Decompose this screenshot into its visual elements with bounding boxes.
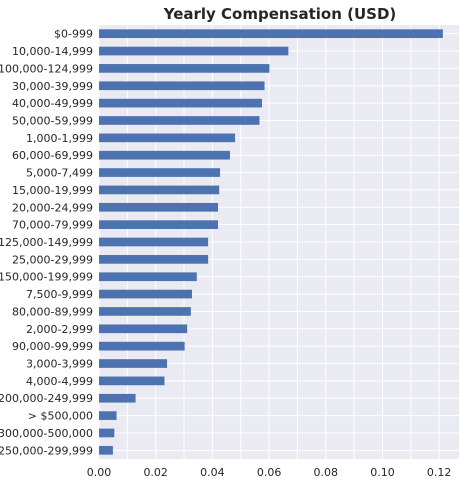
bar: [99, 81, 265, 91]
bar: [99, 255, 209, 264]
bar: [99, 237, 209, 247]
y-tick-label: 15,000-19,999: [12, 184, 93, 197]
y-tick-label: > $500,000: [28, 410, 93, 423]
bar: [99, 116, 260, 125]
y-tick-label: 100,000-124,999: [0, 62, 93, 75]
y-tick-label: 125,000-149,999: [0, 236, 93, 249]
y-tick-label: 5,000-7,499: [26, 167, 93, 180]
y-tick-labels: $0-999 10,000-14,999 100,000-124,999 30,000…: [0, 28, 93, 458]
y-tick-label: 150,000-199,999: [0, 271, 93, 284]
bar: [99, 341, 185, 351]
x-tick-label: 0.10: [370, 466, 395, 479]
y-tick-label: 7,500-9,999: [26, 288, 93, 301]
bar: [99, 202, 219, 212]
y-tick-label: 250,000-299,999: [0, 444, 93, 457]
bar: [99, 445, 113, 455]
chart-title: Yearly Compensation (USD): [163, 5, 397, 23]
y-tick-label: 70,000-79,999: [12, 219, 93, 232]
bar: [99, 185, 220, 195]
y-tick-label: 50,000-59,999: [12, 114, 93, 127]
bar: [99, 133, 236, 143]
bar: [99, 428, 115, 438]
bar: [99, 307, 191, 316]
x-tick-label: 0.00: [87, 466, 112, 479]
y-tick-label: 25,000-29,999: [12, 253, 93, 266]
y-tick-label: 4,000-4,999: [26, 375, 93, 388]
bar: [99, 272, 197, 282]
x-tick-label: 0.02: [143, 466, 168, 479]
bar: [99, 359, 168, 368]
bar: [99, 289, 192, 299]
bar: [99, 393, 136, 403]
bar: [99, 150, 230, 160]
y-tick-label: 40,000-49,999: [12, 97, 93, 110]
bar: [99, 98, 262, 108]
x-tick-label: 0.06: [257, 466, 282, 479]
y-tick-label: 1,000-1,999: [26, 132, 93, 145]
x-tick-label: 0.04: [200, 466, 225, 479]
y-tick-label: 90,000-99,999: [12, 340, 93, 353]
bar: [99, 411, 117, 420]
y-tick-label: 20,000-24,999: [12, 201, 93, 214]
bar: [99, 220, 219, 229]
bar: [99, 324, 188, 334]
x-tick-labels: 0.00 0.02 0.04 0.06 0.08 0.10 0.12: [87, 466, 452, 479]
bar: [99, 29, 443, 39]
y-tick-label: 2,000-2,999: [26, 323, 93, 336]
y-tick-label: $0-999: [54, 28, 93, 41]
y-tick-label: 10,000-14,999: [12, 45, 93, 58]
y-tick-label: 3,000-3,999: [26, 358, 93, 371]
y-tick-label: 60,000-69,999: [12, 149, 93, 162]
bar: [99, 376, 165, 386]
bar: [99, 46, 289, 56]
x-tick-label: 0.08: [314, 466, 339, 479]
bar: [99, 64, 270, 73]
x-tick-label: 0.12: [427, 466, 452, 479]
grid-lines: [98, 25, 459, 459]
bar: [99, 168, 221, 177]
y-tick-label: 30,000-39,999: [12, 80, 93, 93]
y-tick-label: 300,000-500,000: [0, 427, 93, 440]
bars: [99, 29, 443, 455]
y-tick-label: 80,000-89,999: [12, 305, 93, 318]
y-tick-label: 200,000-249,999: [0, 392, 93, 405]
